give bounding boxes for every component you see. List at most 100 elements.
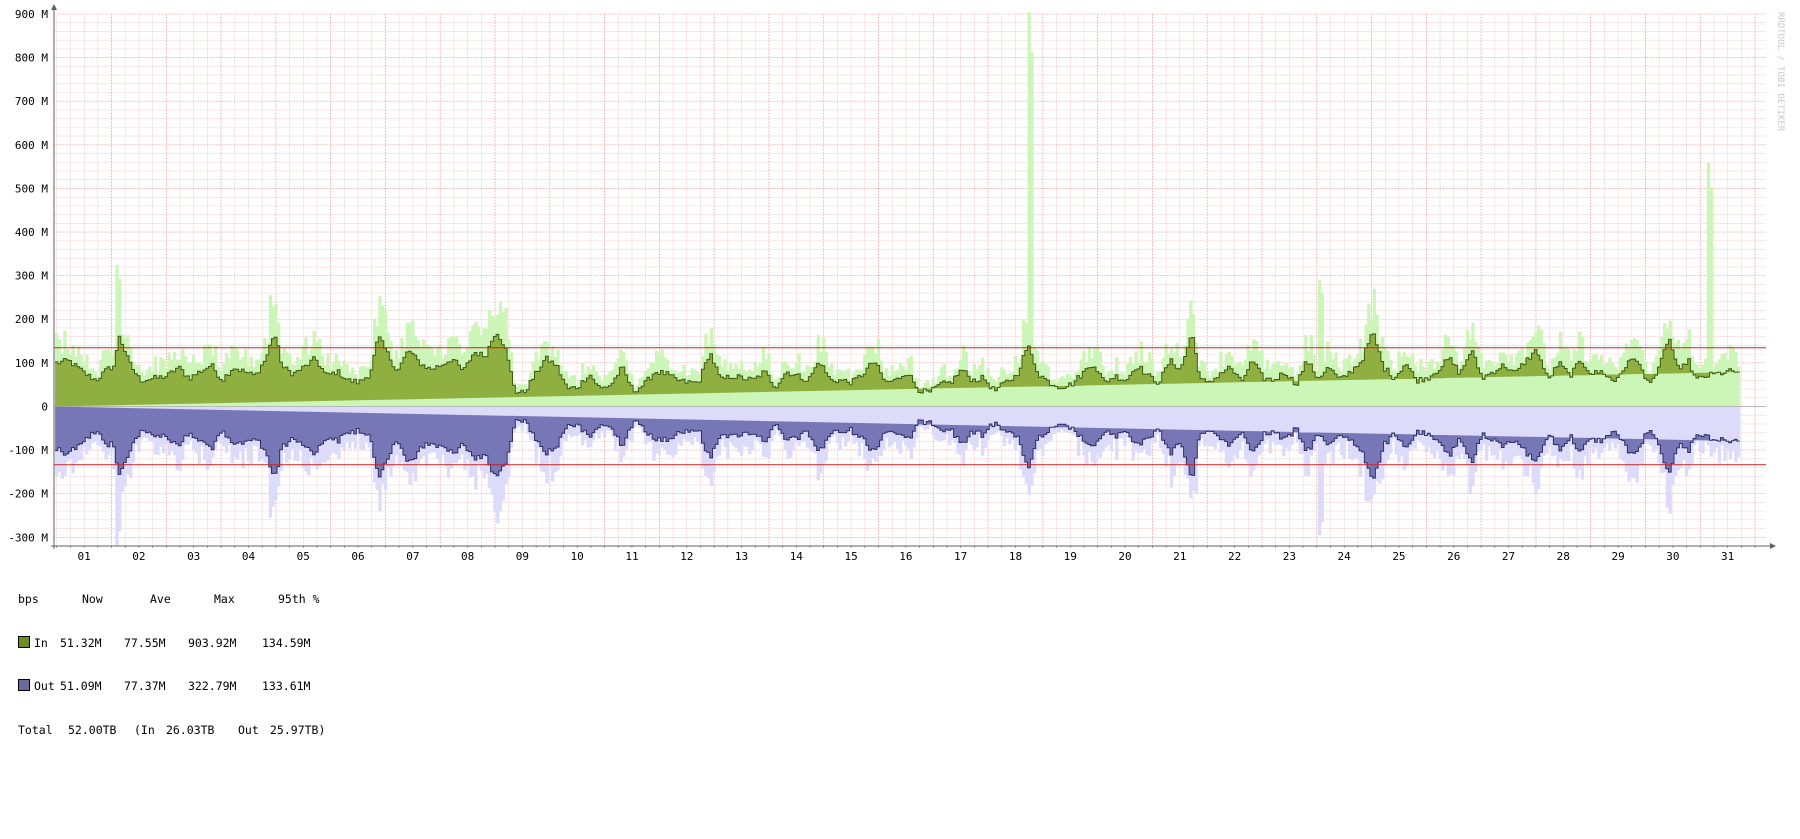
- in-max-bar: [1583, 361, 1587, 407]
- in-max-bar: [1137, 362, 1141, 407]
- x-tick-label: 26: [1447, 550, 1460, 560]
- out-max-bar: [1197, 406, 1201, 447]
- in-max-bar: [1734, 351, 1738, 407]
- out-max-bar: [1049, 406, 1053, 441]
- out-max-bar: [939, 406, 944, 441]
- out-max-bar: [1509, 406, 1513, 465]
- in-max-bar: [1117, 373, 1122, 407]
- in-max-bar: [1553, 357, 1557, 407]
- out-max-bar: [997, 406, 1001, 432]
- out-max-bar: [638, 406, 642, 428]
- out-max-bar: [1342, 406, 1346, 459]
- out-max-bar: [1120, 406, 1124, 439]
- x-tick-label: 29: [1611, 550, 1624, 560]
- out-max-bar: [926, 406, 930, 429]
- in-max-bar: [1424, 372, 1429, 407]
- out-max-bar: [994, 406, 998, 433]
- out-max-bar: [942, 406, 946, 441]
- x-tick-label: 13: [735, 550, 748, 560]
- in-max-bar: [1561, 347, 1565, 407]
- out-max-bar: [1476, 406, 1481, 452]
- out-max-bar: [1621, 406, 1626, 462]
- out-max-bar: [1558, 406, 1563, 460]
- out-max-bar: [1211, 406, 1215, 447]
- in-max-bar: [775, 378, 779, 407]
- out-max-bar: [1071, 406, 1075, 435]
- in-max-bar: [1654, 356, 1659, 407]
- out-max-bar: [1394, 406, 1398, 455]
- out-max-bar: [937, 406, 941, 441]
- in-max-bar: [1736, 366, 1741, 407]
- out-max-bar: [1701, 406, 1705, 454]
- legend-in-ave: 77.55M: [124, 635, 166, 650]
- in-max-bar: [1046, 366, 1051, 407]
- out-max-bar: [1545, 406, 1549, 454]
- in-max-bar: [1550, 358, 1555, 407]
- out-max-bar: [1054, 406, 1059, 432]
- in-max-bar: [1054, 382, 1059, 407]
- out-max-bar: [1504, 406, 1508, 462]
- out-max-bar: [1583, 406, 1587, 457]
- legend-out-ave: 77.37M: [124, 679, 166, 693]
- out-max-bar: [1043, 406, 1048, 445]
- out-max-bar: [1597, 406, 1601, 459]
- out-max-bar: [953, 406, 957, 443]
- out-max-bar: [1216, 406, 1220, 443]
- in-max-bar: [633, 387, 637, 407]
- out-max-bar: [1219, 406, 1223, 453]
- out-max-bar: [1731, 406, 1735, 452]
- out-max-bar: [1723, 406, 1727, 462]
- legend-total-out-value: 25.97TB): [270, 722, 326, 737]
- in-max-bar: [1282, 364, 1286, 407]
- out-max-bar: [1416, 406, 1420, 441]
- out-max-bar: [1602, 406, 1607, 449]
- in-max-bar: [1723, 352, 1727, 407]
- in-max-bar: [950, 378, 955, 407]
- y-tick-label: -300 M: [8, 531, 48, 544]
- in-max-bar: [1728, 344, 1733, 407]
- out-max-bar: [1419, 406, 1423, 443]
- in-max-bar: [1208, 377, 1212, 407]
- in-max-bar: [1052, 379, 1056, 407]
- out-max-bar: [1515, 406, 1519, 457]
- legend-header-ave: Ave: [150, 592, 171, 606]
- in-max-bar: [1493, 365, 1497, 407]
- out-max-bar: [1457, 406, 1461, 459]
- x-tick-label: 30: [1666, 550, 1679, 560]
- in-max-bar: [1523, 358, 1527, 407]
- in-max-bar: [1350, 365, 1355, 407]
- y-tick-label: 700 M: [15, 95, 48, 108]
- legend-header-p95: 95th %: [278, 592, 320, 606]
- in-max-bar: [1594, 353, 1598, 407]
- in-max-bar: [1131, 364, 1135, 407]
- out-max-bar: [1271, 406, 1275, 443]
- in-max-bar: [1649, 377, 1653, 407]
- out-max-bar: [1221, 406, 1226, 452]
- out-max-bar: [1200, 406, 1204, 439]
- in-max-bar: [1405, 356, 1409, 407]
- in-max-bar: [945, 377, 949, 407]
- out-max-bar: [945, 406, 949, 435]
- out-max-bar: [1427, 406, 1431, 448]
- in-max-bar: [1074, 372, 1078, 407]
- out-max-bar: [1274, 406, 1278, 446]
- in-max-bar: [1342, 359, 1346, 407]
- legend-in-p95: 134.59M: [262, 635, 311, 650]
- out-max-bar: [1479, 406, 1483, 451]
- x-tick-label: 04: [242, 550, 256, 560]
- out-max-bar: [920, 406, 925, 427]
- out-max-bar: [1682, 406, 1686, 461]
- out-max-bar: [928, 406, 933, 424]
- out-max-bar: [1112, 406, 1116, 439]
- out-max-bar: [1616, 406, 1620, 445]
- in-max-bar: [1279, 366, 1283, 407]
- out-max-bar: [1298, 406, 1303, 454]
- in-max-bar: [1112, 373, 1116, 407]
- out-max-bar: [1695, 406, 1700, 441]
- in-max-bar: [1484, 360, 1489, 407]
- in-max-bar: [1608, 357, 1612, 407]
- out-max-bar: [1613, 406, 1618, 449]
- out-average-area: [55, 406, 1740, 479]
- out-max-bar: [1309, 406, 1313, 456]
- out-max-bar: [1690, 406, 1694, 464]
